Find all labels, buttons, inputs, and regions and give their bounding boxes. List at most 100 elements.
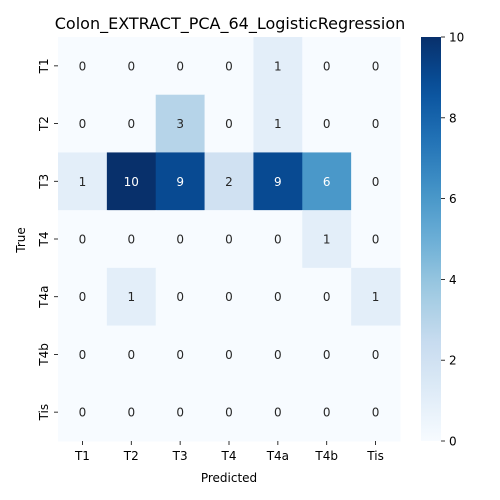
cell-value-label: 0: [323, 59, 331, 73]
cell-value-label: 10: [124, 175, 139, 189]
cell-value-label: 0: [372, 117, 380, 131]
cell-value-label: 0: [372, 233, 380, 247]
heatmap-cell: [351, 37, 401, 96]
heatmap-cell: [351, 152, 401, 211]
cell-value-label: 0: [225, 290, 233, 304]
cell-value-label: 0: [274, 290, 282, 304]
heatmap-cell: [155, 152, 206, 211]
heatmap-cell: [58, 37, 108, 96]
cell-value-label: 0: [225, 406, 233, 420]
heatmap-cell: [302, 37, 352, 96]
heatmap-cell: [155, 37, 206, 96]
cell-value-label: 0: [274, 406, 282, 420]
y-tick-label: T4b: [37, 343, 51, 367]
heatmap-cell: [106, 210, 157, 269]
heatmap-cell: [302, 383, 352, 442]
colorbar-tick-label: 0: [449, 435, 457, 449]
colorbar-ticks: 0 2 4 6 8 10: [441, 31, 464, 449]
cell-value-label: 0: [127, 406, 135, 420]
cell-value-label: 0: [323, 117, 331, 131]
cell-value-label: 0: [372, 348, 380, 362]
heatmap-cell: [106, 383, 157, 442]
cell-value-label: 9: [274, 175, 282, 189]
cell-value-label: 1: [79, 175, 87, 189]
heatmap-cell: [58, 383, 108, 442]
heatmap-cell: [351, 383, 401, 442]
cell-value-label: 1: [127, 290, 135, 304]
y-tick-label: T4: [37, 232, 51, 248]
heatmap-cell: [253, 152, 303, 211]
cell-value-label: 0: [225, 59, 233, 73]
cell-value-label: 3: [176, 117, 184, 131]
y-tick-label: T1: [37, 58, 51, 74]
cell-value-label: 0: [127, 59, 135, 73]
cell-value-label: 1: [274, 59, 282, 73]
heatmap-cell: [253, 383, 303, 442]
y-tick-label: Tis: [37, 404, 51, 422]
cell-value-label: 0: [79, 348, 87, 362]
cell-value-label: 0: [176, 233, 184, 247]
heatmap-cell: [302, 94, 352, 153]
heatmap-cells: [58, 37, 401, 442]
colorbar-tick-label: 10: [449, 31, 464, 45]
cell-value-label: 0: [127, 348, 135, 362]
heatmap-cell: [351, 325, 401, 384]
cell-value-label: 1: [274, 117, 282, 131]
cell-value-label: 0: [372, 406, 380, 420]
heatmap-cell: [253, 37, 303, 96]
colorbar-tick-label: 2: [449, 354, 457, 368]
cell-value-label: 0: [323, 290, 331, 304]
heatmap-cell: [302, 267, 352, 327]
heatmap-cell: [58, 267, 108, 327]
x-tick-label: Tis: [366, 449, 384, 463]
cell-value-label: 0: [225, 233, 233, 247]
heatmap-cell: [351, 210, 401, 269]
y-axis-ticks: T1 T2 T3 T4 T4a T4b Tis: [37, 58, 58, 421]
heatmap-cell: [155, 210, 206, 269]
cell-value-label: 0: [79, 406, 87, 420]
heatmap-cell: [204, 210, 254, 269]
heatmap-cell: [204, 325, 254, 384]
y-tick-label: T2: [37, 116, 51, 132]
heatmap-cell: [58, 152, 108, 211]
cell-value-label: 0: [323, 348, 331, 362]
y-axis-label: True: [14, 227, 28, 254]
cell-value-label: 0: [79, 117, 87, 131]
x-tick-label: T4a: [266, 449, 289, 463]
heatmap-cell: [253, 210, 303, 269]
cell-value-label: 0: [79, 59, 87, 73]
cell-value-label: 0: [225, 117, 233, 131]
x-tick-label: T3: [172, 449, 188, 463]
cell-value-label: 0: [323, 406, 331, 420]
cell-value-label: 9: [176, 175, 184, 189]
y-tick-label: T4a: [37, 286, 51, 309]
heatmap-cell: [253, 94, 303, 153]
cell-value-label: 0: [176, 406, 184, 420]
colorbar-tick-label: 6: [449, 192, 457, 206]
cell-value-label: 1: [323, 233, 331, 247]
heatmap-cell: [58, 94, 108, 153]
x-axis-ticks: T1 T2 T3 T4 T4a T4b Tis: [74, 441, 384, 463]
cell-value-label: 0: [79, 233, 87, 247]
heatmap-cell: [253, 267, 303, 327]
chart-title: Colon_EXTRACT_PCA_64_LogisticRegression: [55, 14, 406, 34]
heatmap-cell: [58, 210, 108, 269]
heatmap-cell: [155, 94, 206, 153]
cell-value-label: 0: [225, 348, 233, 362]
heatmap-cell: [155, 383, 206, 442]
cell-value-label: 2: [225, 175, 233, 189]
heatmap-cell: [204, 94, 254, 153]
heatmap-cell: [58, 325, 108, 384]
heatmap-cell-labels: 0 0 0 0 1 0 00 0 3 0 1 0 01 10 9 2 9 6 00 0 0 0 0 1 00 1 0 0 0 0 10 0 0 0…: [79, 59, 380, 419]
colorbar-tick-label: 8: [449, 111, 457, 125]
heatmap-cell: [106, 325, 157, 384]
heatmap-cell: [106, 267, 157, 327]
heatmap-cell: [253, 325, 303, 384]
cell-value-label: 1: [372, 290, 380, 304]
cell-value-label: 0: [176, 290, 184, 304]
x-tick-label: T1: [74, 449, 90, 463]
heatmap-cell: [106, 152, 157, 211]
cell-value-label: 0: [127, 117, 135, 131]
cell-value-label: 0: [274, 348, 282, 362]
